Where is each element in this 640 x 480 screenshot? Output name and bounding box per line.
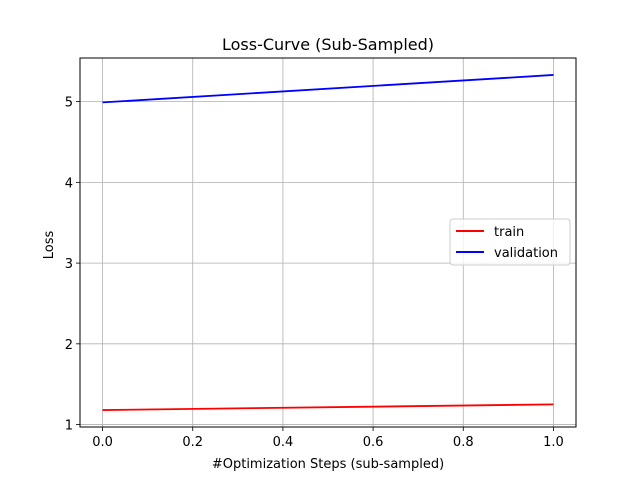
legend: train validation <box>449 218 571 266</box>
series-lines <box>102 74 554 411</box>
y-tick-label: 5 <box>65 96 73 111</box>
plot-frame <box>79 57 577 428</box>
x-tick-label: 0.8 <box>453 435 474 450</box>
x-tick-label: 0.4 <box>273 435 294 450</box>
y-axis-label: Loss <box>42 231 57 260</box>
x-tick-label: 0.0 <box>92 435 113 450</box>
x-tick-label: 0.6 <box>363 435 384 450</box>
grid-lines <box>80 58 576 427</box>
y-tick-label: 1 <box>65 419 73 434</box>
axis-ticks: 0.0 0.2 0.4 0.6 0.8 1.0 1 2 3 4 5 <box>65 96 564 450</box>
x-axis-label: #Optimization Steps (sub-sampled) <box>212 457 444 472</box>
series-line-validation <box>102 74 554 104</box>
y-tick-label: 3 <box>65 257 73 272</box>
legend-label-validation: validation <box>494 246 558 261</box>
legend-label-train: train <box>494 225 524 240</box>
y-tick-label: 2 <box>65 338 73 353</box>
chart-title: Loss-Curve (Sub-Sampled) <box>222 35 434 54</box>
y-tick-label: 4 <box>65 176 73 191</box>
series-line-train <box>102 403 554 411</box>
x-tick-label: 1.0 <box>543 435 564 450</box>
x-tick-label: 0.2 <box>182 435 203 450</box>
